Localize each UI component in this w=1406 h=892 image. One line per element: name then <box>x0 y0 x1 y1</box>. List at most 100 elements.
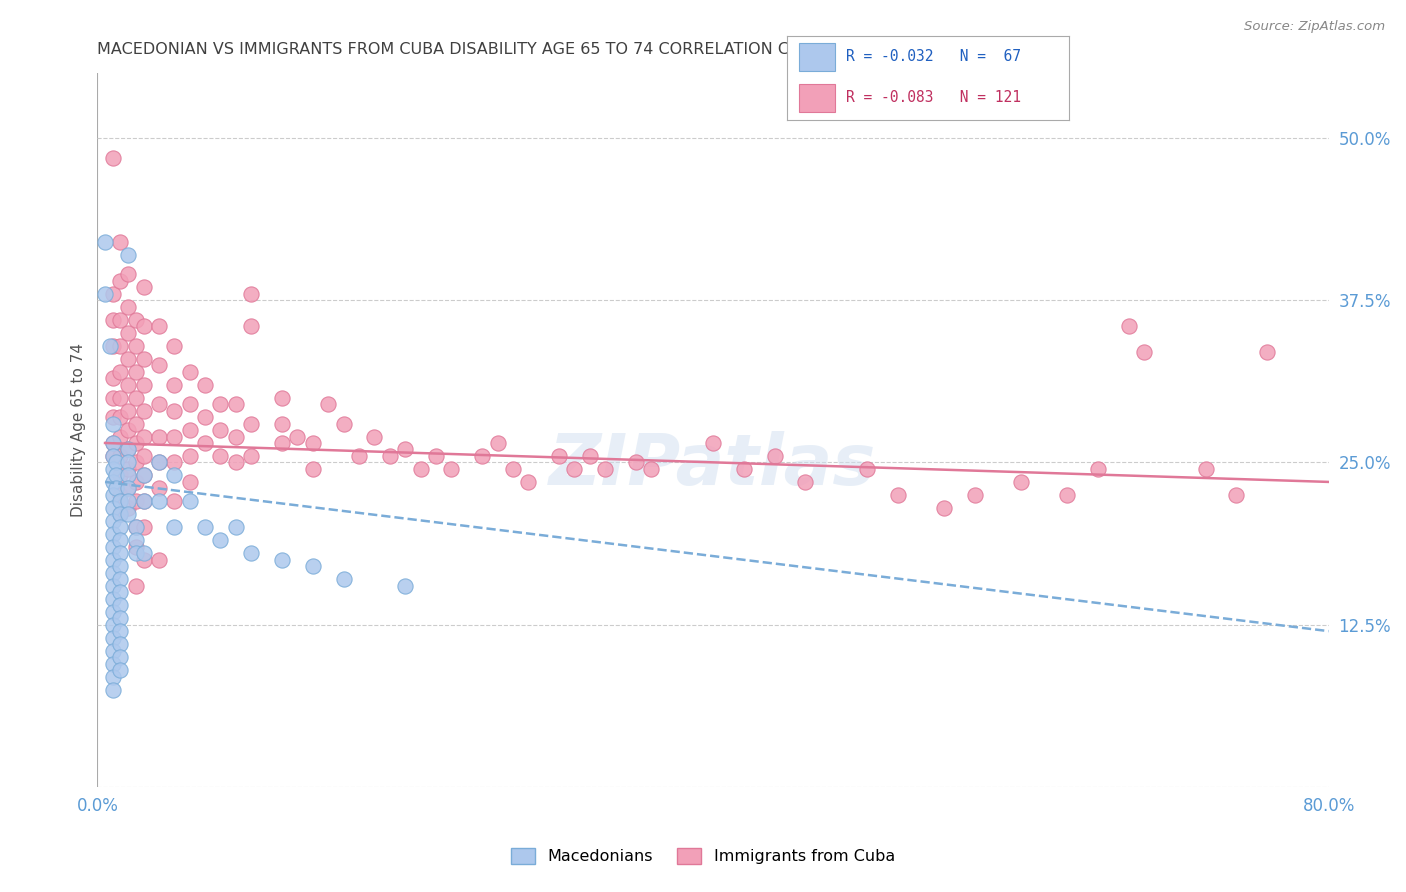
Point <box>856 462 879 476</box>
Point <box>110 274 132 288</box>
Point <box>271 391 294 405</box>
FancyBboxPatch shape <box>799 84 835 112</box>
Point <box>117 268 139 282</box>
Point <box>132 280 155 294</box>
Point <box>132 553 155 567</box>
Text: MACEDONIAN VS IMMIGRANTS FROM CUBA DISABILITY AGE 65 TO 74 CORRELATION CHART: MACEDONIAN VS IMMIGRANTS FROM CUBA DISAB… <box>97 42 832 57</box>
Point <box>564 462 586 476</box>
Point <box>132 449 155 463</box>
Point <box>148 494 170 508</box>
Point <box>963 488 986 502</box>
Point <box>163 403 186 417</box>
Point <box>332 572 354 586</box>
Point <box>125 455 148 469</box>
Point <box>1010 475 1032 489</box>
Point <box>117 494 139 508</box>
Point <box>148 455 170 469</box>
Point <box>287 429 309 443</box>
Point <box>132 319 155 334</box>
Point <box>394 579 416 593</box>
Point <box>733 462 755 476</box>
Point <box>163 377 186 392</box>
Point <box>1118 319 1140 334</box>
Point <box>624 455 647 469</box>
Point <box>425 449 447 463</box>
Point <box>316 397 339 411</box>
Point <box>271 417 294 431</box>
Point <box>332 417 354 431</box>
Point <box>110 235 132 249</box>
Point <box>110 312 132 326</box>
Point <box>271 436 294 450</box>
Point <box>110 572 132 586</box>
Point <box>240 546 263 560</box>
Text: Source: ZipAtlas.com: Source: ZipAtlas.com <box>1244 20 1385 33</box>
Point <box>117 482 139 496</box>
FancyBboxPatch shape <box>799 44 835 71</box>
Point <box>117 455 139 469</box>
Point <box>363 429 385 443</box>
Point <box>125 494 148 508</box>
Point <box>125 475 148 489</box>
Point <box>163 494 186 508</box>
Point <box>125 339 148 353</box>
Point <box>240 417 263 431</box>
Point <box>1256 345 1278 359</box>
Point <box>110 650 132 665</box>
Point <box>110 598 132 612</box>
Point <box>101 151 124 165</box>
Point <box>101 566 124 580</box>
Point <box>117 468 139 483</box>
Point <box>148 482 170 496</box>
Point <box>94 235 117 249</box>
Point <box>209 449 232 463</box>
Point <box>132 494 155 508</box>
Point <box>640 462 662 476</box>
Point <box>163 339 186 353</box>
Point <box>110 365 132 379</box>
Point <box>117 377 139 392</box>
Point <box>101 657 124 671</box>
Point <box>117 423 139 437</box>
Point <box>110 546 132 560</box>
Point <box>517 475 540 489</box>
Point <box>110 508 132 522</box>
Point <box>163 520 186 534</box>
Point <box>101 475 124 489</box>
Point <box>117 508 139 522</box>
Point <box>347 449 370 463</box>
Point <box>110 663 132 677</box>
Point <box>101 410 124 425</box>
Point <box>101 605 124 619</box>
Point <box>132 546 155 560</box>
Point <box>1194 462 1216 476</box>
Point <box>110 585 132 599</box>
Point <box>101 436 124 450</box>
Text: R = -0.032   N =  67: R = -0.032 N = 67 <box>846 49 1021 64</box>
Point <box>125 520 148 534</box>
Point <box>179 449 201 463</box>
Point <box>502 462 524 476</box>
Text: R = -0.083   N = 121: R = -0.083 N = 121 <box>846 90 1021 105</box>
Point <box>486 436 509 450</box>
Point <box>132 351 155 366</box>
Point <box>148 455 170 469</box>
Point <box>101 553 124 567</box>
Point <box>132 429 155 443</box>
Point <box>101 488 124 502</box>
Point <box>179 475 201 489</box>
Point <box>101 449 124 463</box>
Point <box>101 312 124 326</box>
Point <box>98 339 121 353</box>
Text: ZIPatlas: ZIPatlas <box>550 431 877 500</box>
Point <box>148 358 170 372</box>
Point <box>101 449 124 463</box>
Point <box>194 377 217 392</box>
Point <box>110 624 132 639</box>
Point <box>548 449 571 463</box>
Point <box>179 365 201 379</box>
Point <box>271 553 294 567</box>
Point <box>225 429 247 443</box>
Point <box>101 286 124 301</box>
Point <box>101 631 124 645</box>
